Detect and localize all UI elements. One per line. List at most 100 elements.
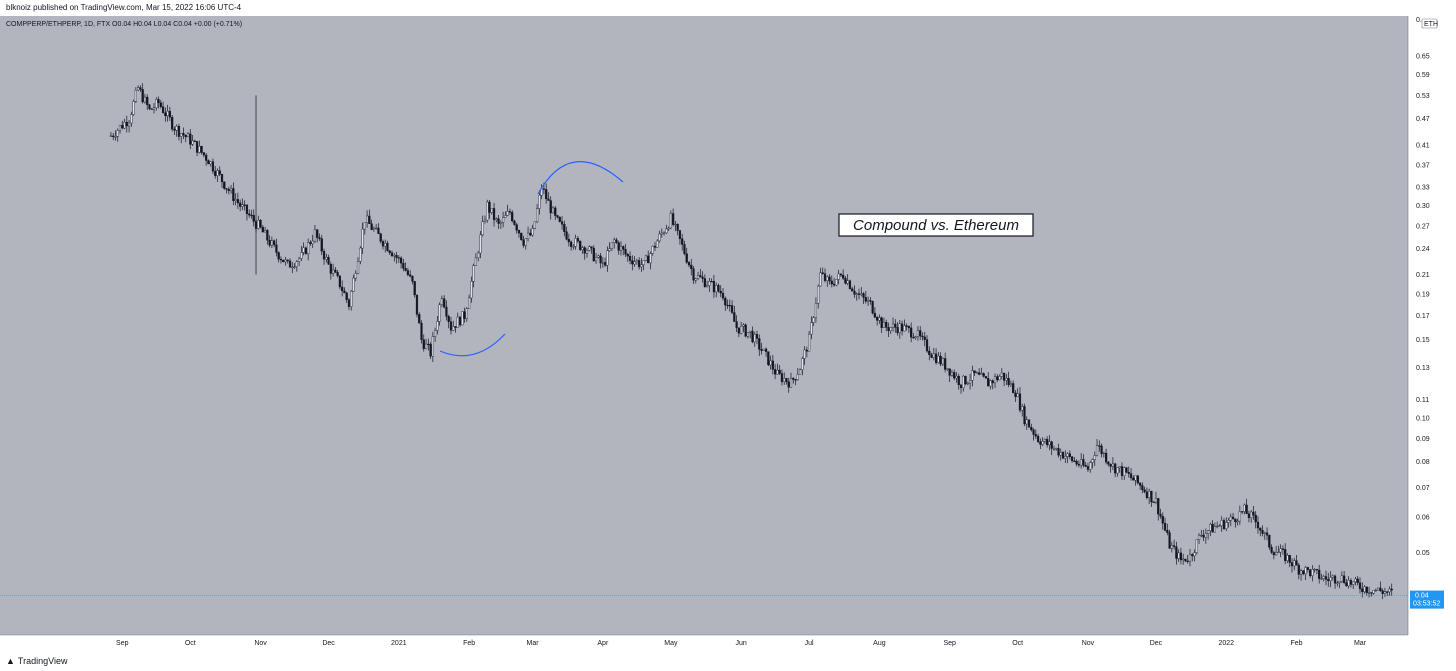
price-tick-label: 0.08 — [1416, 459, 1430, 466]
candle-body — [876, 317, 879, 321]
candle-body — [944, 358, 947, 370]
candle-body — [182, 133, 185, 136]
candle-body — [1093, 455, 1096, 460]
candle-body — [268, 240, 271, 246]
candle-body — [236, 199, 239, 204]
candle-body — [1073, 460, 1076, 462]
candle-body — [388, 250, 391, 254]
candle-body — [794, 379, 797, 381]
candle-body — [1116, 467, 1119, 474]
tradingview-logo[interactable]: ▲ TradingView — [6, 656, 67, 666]
candle-body — [1279, 548, 1282, 553]
candle-body — [980, 373, 983, 375]
candle-body — [721, 292, 725, 299]
candle-body — [900, 323, 904, 332]
candle-body — [715, 285, 718, 293]
candle-body — [594, 257, 598, 262]
candle-body — [966, 382, 969, 385]
candle-body — [134, 89, 137, 102]
candle-body — [1036, 435, 1040, 442]
candle-body — [1313, 569, 1316, 571]
candle-body — [538, 195, 541, 209]
candle-body — [1202, 534, 1205, 538]
candle-body — [1000, 372, 1003, 377]
candlestick-series — [109, 83, 1393, 600]
candle-body — [776, 369, 779, 375]
candle-body — [907, 326, 910, 329]
price-tick-label: 0.13 — [1416, 365, 1430, 372]
candle-body — [991, 380, 994, 384]
price-tick-label: 0.21 — [1416, 272, 1430, 279]
time-tick-label: Apr — [597, 640, 609, 647]
candle-body — [309, 242, 312, 244]
time-tick-label: Feb — [1290, 640, 1302, 647]
candle-body — [411, 275, 414, 282]
candle-body — [1288, 555, 1291, 563]
candle-body — [1132, 477, 1135, 481]
candle-body — [1356, 578, 1359, 584]
candle-body — [1259, 527, 1262, 531]
candle-body — [730, 305, 734, 313]
last-price-value: 0.04 — [1415, 593, 1429, 600]
candle-body — [1309, 569, 1312, 577]
candle-body — [651, 245, 654, 254]
candle-body — [962, 375, 965, 388]
candle-body — [547, 198, 550, 201]
tv-logo-icon: ▲ — [6, 656, 15, 666]
candle-body — [184, 134, 187, 138]
candle-body — [404, 268, 407, 271]
candle-body — [511, 212, 514, 222]
candle-body — [227, 189, 230, 192]
candle-body — [443, 298, 446, 308]
candle-body — [619, 246, 623, 251]
time-axis-panel[interactable] — [0, 635, 1456, 651]
candle-body — [690, 264, 693, 269]
candle-body — [848, 280, 852, 289]
candle-body — [746, 332, 750, 337]
candle-body — [413, 281, 416, 296]
candle-body — [857, 293, 861, 295]
candle-body — [189, 133, 192, 145]
candle-body — [1148, 490, 1151, 498]
candle-body — [311, 240, 314, 244]
candle-body — [1102, 452, 1105, 455]
price-tick-label: 0.65 — [1416, 53, 1430, 60]
price-tick-label: 0.30 — [1416, 203, 1430, 210]
candle-body — [436, 321, 439, 331]
candle-body — [653, 245, 657, 248]
candle-body — [291, 266, 294, 269]
candle-body — [1041, 441, 1044, 445]
candle-body — [1139, 482, 1142, 486]
candle-body — [873, 312, 876, 318]
plot-background — [0, 16, 1408, 635]
candle-body — [1372, 590, 1375, 594]
candle-body — [649, 253, 652, 264]
candle-body — [842, 274, 845, 279]
candle-body — [1347, 580, 1350, 587]
candle-body — [987, 378, 990, 387]
candle-body — [823, 273, 827, 281]
candle-body — [894, 323, 897, 328]
candle-body — [726, 304, 729, 307]
candle-body — [604, 262, 607, 266]
candle-body — [125, 121, 128, 127]
candle-body — [295, 261, 298, 267]
candle-body — [733, 312, 736, 322]
price-tick-label: 0.33 — [1416, 185, 1430, 192]
candle-body — [273, 240, 276, 246]
candle-body — [903, 325, 906, 332]
candle-body — [1286, 555, 1289, 561]
candle-body — [1247, 513, 1251, 518]
candle-body — [438, 304, 441, 322]
price-axis-panel[interactable] — [1408, 16, 1456, 635]
candle-body — [862, 293, 865, 298]
candle-body — [1367, 592, 1371, 594]
candle-body — [1157, 498, 1160, 515]
currency-badge[interactable]: ETH — [1424, 21, 1438, 28]
candle-body — [1082, 459, 1085, 466]
candle-body — [1234, 518, 1237, 523]
candle-body — [350, 291, 353, 307]
candle-body — [304, 247, 307, 255]
candle-body — [703, 278, 706, 287]
price-chart[interactable]: COMPPERP/ETHPERP, 1D, FTX O0.04 H0.04 L0… — [0, 16, 1456, 651]
